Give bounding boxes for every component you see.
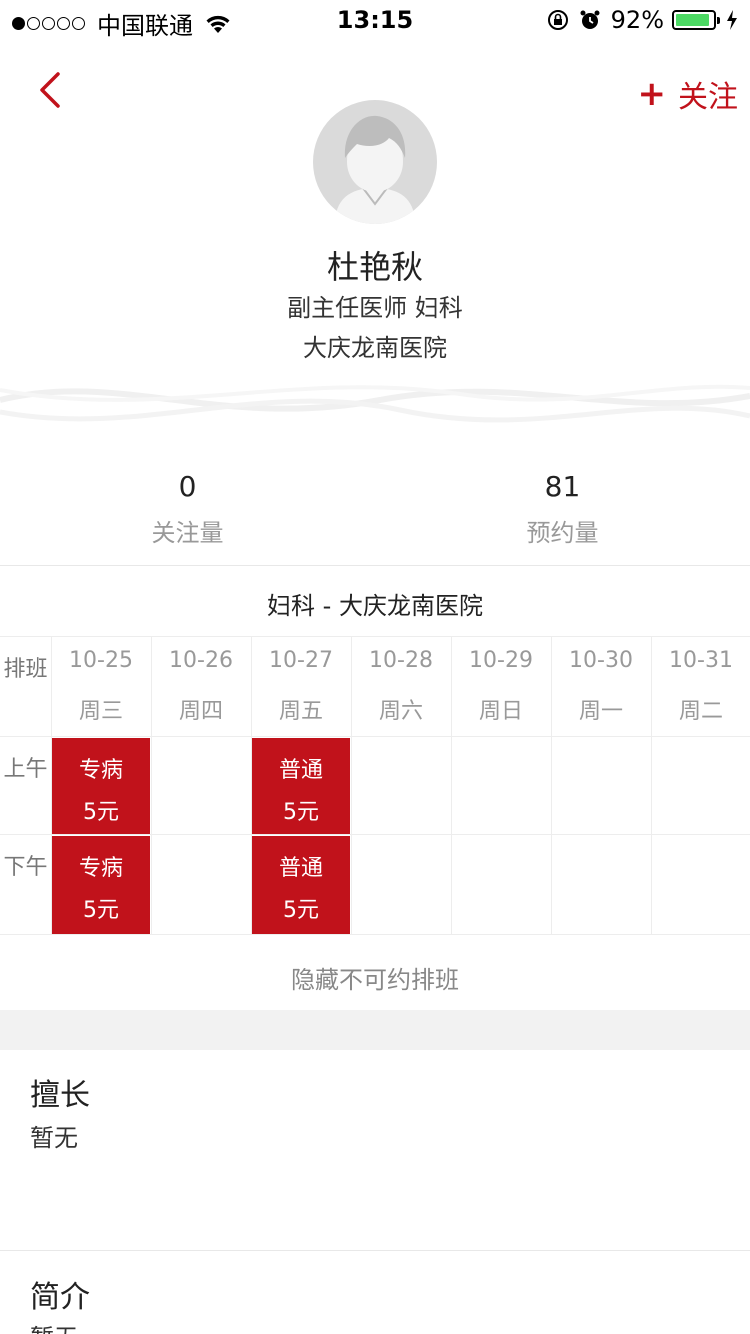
appointments-label: 预约量 (526, 519, 599, 547)
schedule-grid: 排班 上午 下午 10-25 周三 10-26 周四 10-27 周五 10-28 周六… (0, 636, 750, 936)
section-gap (0, 1010, 750, 1050)
column-header: 10-27 周五 (269, 648, 333, 724)
hide-unavailable-button[interactable]: 隐藏不可约排班 (291, 966, 459, 994)
follow-label: 关注 (678, 80, 738, 115)
column-header: 10-29 周日 (469, 648, 533, 724)
status-left: 中国联通 (12, 6, 231, 41)
wifi-icon (206, 15, 230, 33)
signal-strength-icon (12, 17, 87, 30)
doctor-name: 杜艳秋 (326, 248, 423, 286)
charging-bolt-icon (727, 10, 737, 30)
slot-morning-1025[interactable]: 专病 5元 (52, 738, 150, 834)
rotation-lock-icon (547, 10, 568, 30)
default-avatar-icon (335, 115, 415, 224)
battery-percent: 92% (610, 6, 664, 34)
carrier-name: 中国联通 (97, 12, 193, 40)
column-header: 10-25 周三 (69, 648, 133, 724)
specialty-title: 擅长 (30, 1078, 90, 1113)
stat-followers: 0 关注量 (0, 470, 375, 548)
divider (0, 565, 750, 566)
alarm-icon (580, 10, 600, 29)
doctor-hospital: 大庆龙南医院 (303, 334, 447, 362)
appointments-count: 81 (544, 470, 581, 503)
column-header: 10-31 周二 (669, 648, 733, 724)
intro-title: 简介 (30, 1280, 90, 1315)
intro-body: 暂无 (30, 1318, 78, 1334)
slot-afternoon-1025[interactable]: 专病 5元 (52, 836, 150, 934)
follow-button[interactable]: + 关注 (638, 72, 739, 116)
plus-icon: + (637, 74, 667, 114)
schedule-corner-label: 排班 (3, 657, 48, 682)
decorative-wave (0, 384, 750, 423)
battery-icon (672, 10, 720, 30)
doctor-title: 副主任医师 妇科 (287, 294, 463, 322)
divider (0, 1250, 750, 1251)
status-right: 92% (547, 6, 738, 34)
afternoon-label: 下午 (3, 855, 48, 880)
status-time: 13:15 (336, 6, 414, 34)
column-header: 10-26 周四 (169, 648, 233, 724)
followers-count: 0 (178, 470, 197, 503)
slot-afternoon-1027[interactable]: 普通 5元 (252, 836, 350, 934)
status-bar: 中国联通 13:15 92% (0, 0, 750, 40)
specialty-body: 暂无 (30, 1124, 78, 1152)
stat-appointments: 81 预约量 (375, 470, 750, 548)
department-hospital-line: 妇科 - 大庆龙南医院 (267, 592, 483, 620)
column-header: 10-28 周六 (369, 648, 433, 724)
back-chevron-icon[interactable] (34, 70, 64, 110)
stats-row: 0 关注量 81 预约量 (0, 470, 750, 560)
morning-label: 上午 (3, 757, 48, 782)
followers-label: 关注量 (151, 519, 224, 547)
slot-morning-1027[interactable]: 普通 5元 (252, 738, 350, 834)
column-header: 10-30 周一 (569, 648, 633, 724)
doctor-avatar (313, 100, 437, 224)
